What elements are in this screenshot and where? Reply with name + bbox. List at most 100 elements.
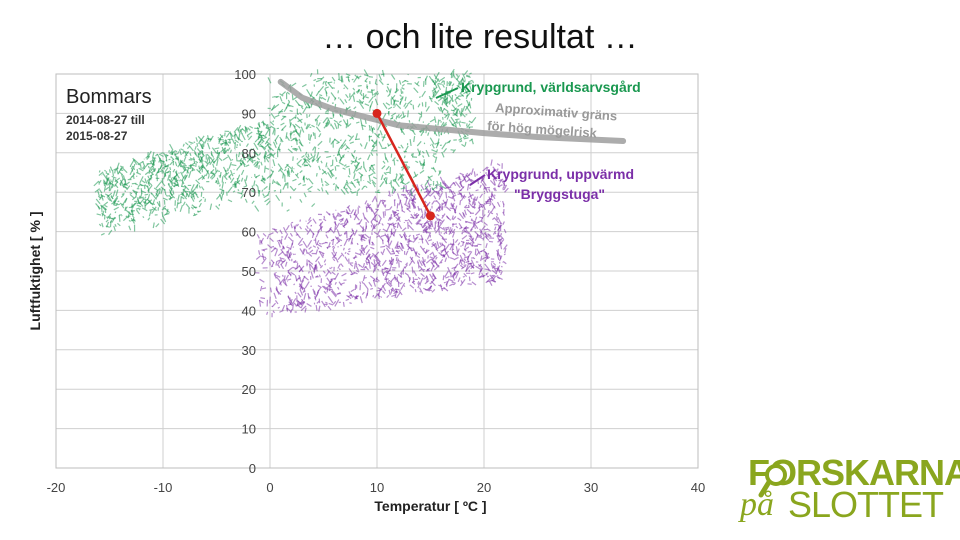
data-point xyxy=(361,185,365,190)
data-point xyxy=(306,229,311,235)
data-point xyxy=(496,253,500,261)
data-point xyxy=(386,269,392,274)
data-point xyxy=(343,181,348,189)
data-point xyxy=(298,129,302,136)
data-point xyxy=(388,258,395,265)
data-point xyxy=(413,270,418,277)
data-point xyxy=(406,243,413,251)
data-point xyxy=(131,210,134,218)
data-point xyxy=(496,249,501,258)
data-point xyxy=(439,259,444,264)
data-point xyxy=(356,88,360,94)
data-point xyxy=(480,255,483,262)
data-point xyxy=(431,187,435,191)
data-point xyxy=(440,133,443,136)
data-point xyxy=(494,187,497,192)
data-point xyxy=(334,225,337,233)
data-point xyxy=(310,271,314,279)
data-point xyxy=(373,279,379,283)
data-point xyxy=(426,232,432,240)
data-point xyxy=(500,270,503,276)
data-point xyxy=(255,183,259,188)
data-point xyxy=(426,219,432,224)
data-point xyxy=(116,162,120,168)
data-point xyxy=(282,182,287,190)
logo-bottom-text: SLOTTET xyxy=(788,484,944,525)
data-point xyxy=(147,175,150,179)
data-point xyxy=(148,199,154,206)
data-point xyxy=(358,253,362,256)
data-point xyxy=(356,222,361,225)
data-point xyxy=(167,174,170,181)
data-point xyxy=(293,96,298,101)
data-point xyxy=(264,197,270,203)
data-point xyxy=(169,161,173,166)
data-point xyxy=(399,233,403,239)
data-point xyxy=(286,135,290,141)
data-point xyxy=(401,83,405,87)
data-point xyxy=(466,74,471,77)
data-point xyxy=(296,233,302,239)
data-point xyxy=(256,234,260,239)
data-point xyxy=(169,192,174,196)
data-point xyxy=(109,219,113,224)
data-point xyxy=(317,226,324,232)
data-point xyxy=(463,261,466,264)
data-point xyxy=(316,151,320,159)
data-point xyxy=(270,113,276,120)
data-point xyxy=(278,279,282,286)
data-point xyxy=(385,177,388,184)
data-point xyxy=(97,205,101,210)
data-point xyxy=(428,75,435,83)
data-point xyxy=(445,191,448,199)
data-point xyxy=(258,250,261,255)
data-point xyxy=(309,249,314,254)
data-point xyxy=(419,96,421,99)
data-point xyxy=(458,137,463,141)
data-point xyxy=(429,183,432,186)
data-point xyxy=(363,74,369,77)
data-point xyxy=(190,188,196,195)
data-point xyxy=(179,159,184,165)
data-point xyxy=(264,143,270,149)
data-point xyxy=(287,167,290,173)
data-point xyxy=(396,222,399,229)
arrow xyxy=(372,108,435,221)
data-point xyxy=(363,282,369,290)
data-point xyxy=(121,167,128,174)
data-point xyxy=(261,175,266,182)
data-point xyxy=(194,183,199,189)
data-point xyxy=(169,167,172,171)
data-point xyxy=(377,268,380,271)
data-point xyxy=(178,149,182,156)
data-point xyxy=(304,159,309,164)
data-point xyxy=(417,280,422,286)
data-point xyxy=(410,216,415,219)
data-point xyxy=(272,152,276,157)
data-point xyxy=(215,180,218,183)
data-point xyxy=(461,143,466,148)
data-point xyxy=(353,164,358,170)
data-point xyxy=(377,191,381,194)
data-point xyxy=(219,171,222,179)
data-point xyxy=(175,177,178,181)
data-point xyxy=(411,266,414,274)
data-point xyxy=(302,175,305,180)
data-point xyxy=(427,132,430,136)
data-point xyxy=(432,180,435,183)
data-point xyxy=(186,192,190,198)
data-point xyxy=(340,76,343,83)
data-point xyxy=(449,257,455,260)
data-point xyxy=(258,189,261,197)
data-point xyxy=(382,160,386,164)
data-point xyxy=(276,180,282,187)
data-point xyxy=(247,154,250,158)
data-point xyxy=(347,134,352,138)
data-point xyxy=(130,202,136,208)
data-point xyxy=(181,161,186,165)
data-point xyxy=(427,122,430,126)
data-point xyxy=(406,207,410,211)
data-point xyxy=(290,116,296,121)
data-point xyxy=(431,91,437,98)
data-point xyxy=(377,214,383,220)
